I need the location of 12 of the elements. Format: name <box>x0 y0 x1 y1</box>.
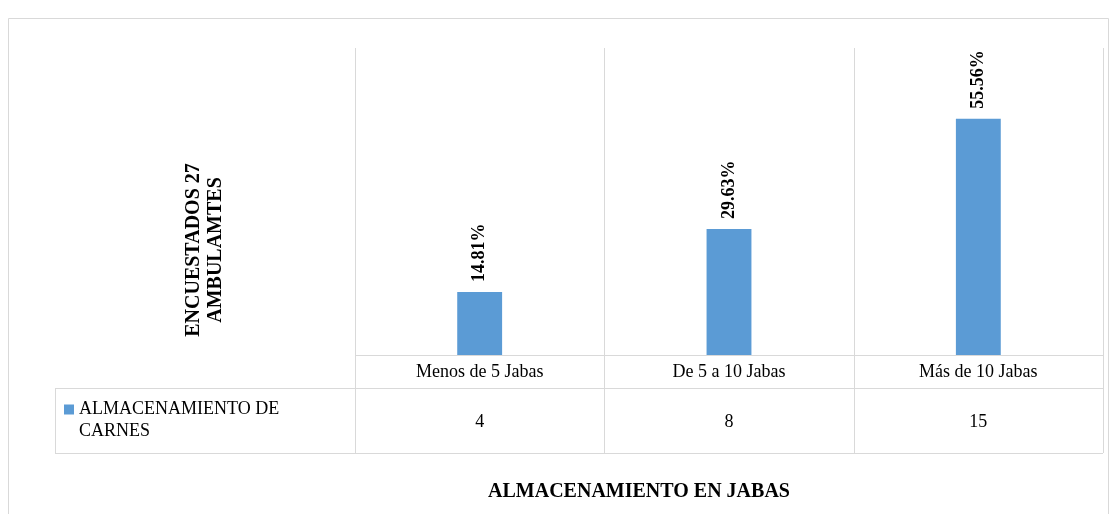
x-axis-title: ALMACENAMIENTO EN JABAS <box>488 479 790 502</box>
data-label: 14.81% <box>468 223 489 283</box>
text: ENCUESTADOS 27 AMBULAMTES <box>181 163 226 337</box>
text: 15 <box>969 411 988 432</box>
text: 4 <box>475 411 485 432</box>
x-tick-label: De 5 a 10 Jabas <box>672 361 786 382</box>
legend-label: ALMACENAMIENTO DE CARNES <box>79 398 280 441</box>
x-tick-label: Menos de 5 Jabas <box>415 361 544 382</box>
data-label: 29.63% <box>717 160 738 220</box>
data-label: 55.56% <box>966 50 987 109</box>
text: 8 <box>724 411 734 432</box>
x-tick-label: Más de 10 Jabas <box>919 361 1038 382</box>
